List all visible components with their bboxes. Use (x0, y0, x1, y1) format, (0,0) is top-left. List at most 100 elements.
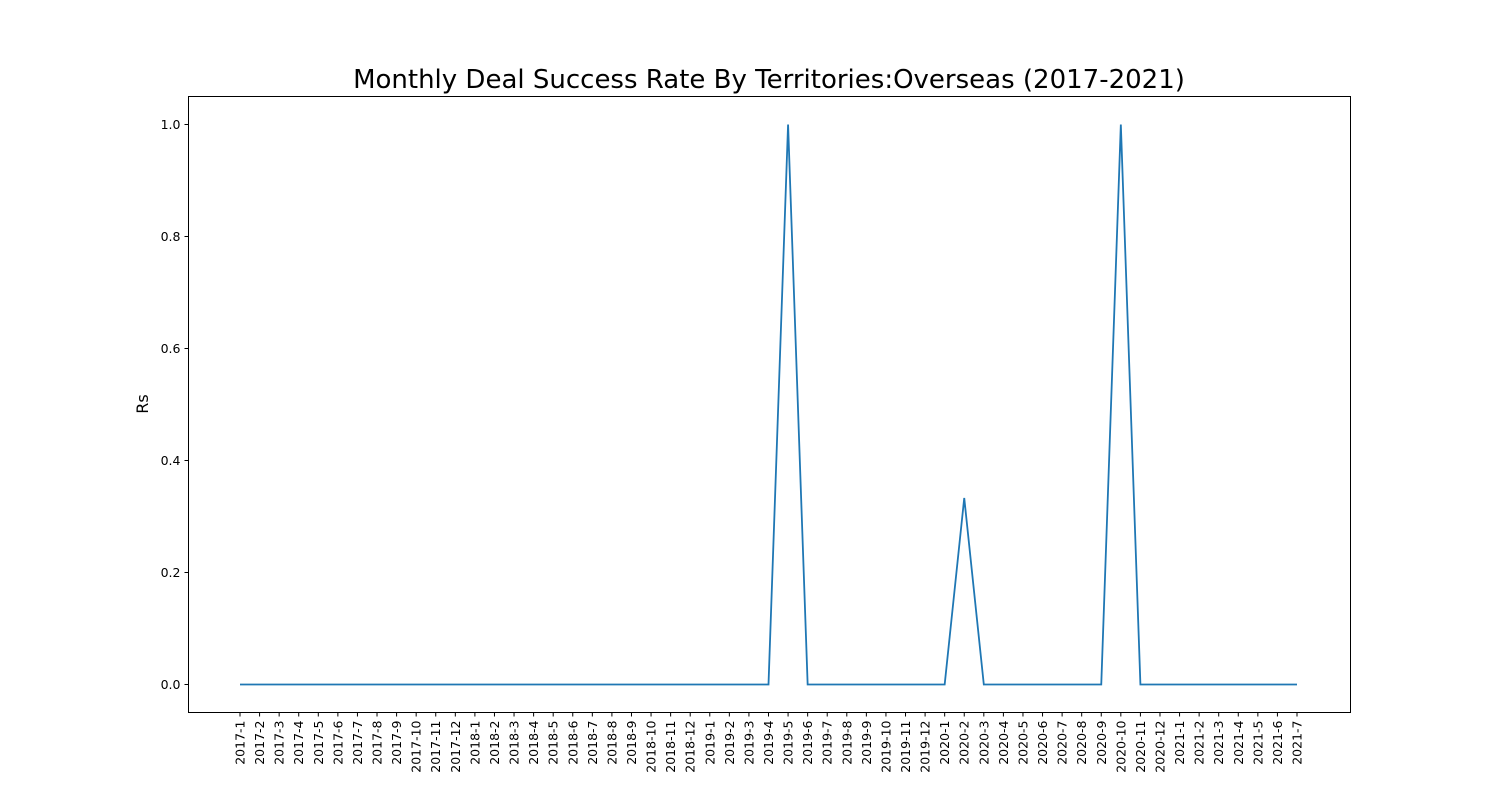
data-point (1022, 684, 1024, 686)
y-tick-label: 0.2 (161, 565, 181, 580)
x-tick-label: 2020-2 (957, 721, 972, 765)
y-tick-label: 0.4 (161, 453, 181, 468)
data-point (454, 684, 456, 686)
x-tick-label: 2017-11 (428, 721, 443, 773)
x-tick-label: 2020-9 (1094, 720, 1109, 764)
data-point (1257, 684, 1259, 686)
data-point (513, 684, 515, 686)
data-point (709, 684, 711, 686)
x-tick-label: 2018-12 (683, 721, 698, 773)
data-point (1159, 684, 1161, 686)
x-tick-label: 2018-10 (644, 720, 659, 772)
data-point (611, 684, 613, 686)
x-tick-label: 2021-2 (1192, 721, 1207, 765)
x-tick-label: 2019-8 (839, 720, 854, 764)
data-point (396, 684, 398, 686)
axis-ticks: 0.0 0.2 0.4 0.6 0.8 1.0 2017-1 2017-2 2017-3 2017… (161, 117, 1305, 773)
data-point (1218, 684, 1220, 686)
data-point (493, 684, 495, 686)
x-tick-label: 2017-6 (330, 720, 345, 764)
x-tick-label: 2019-11 (898, 721, 913, 773)
data-point (1139, 684, 1141, 686)
x-tick-label: 2017-12 (448, 721, 463, 773)
x-tick-label: 2019-1 (702, 721, 717, 765)
data-point (807, 684, 809, 686)
data-point (1179, 684, 1181, 686)
x-tick-label: 2018-7 (585, 721, 600, 765)
data-point (259, 684, 261, 686)
data-point (768, 684, 770, 686)
x-tick-label: 2020-6 (1035, 720, 1050, 764)
data-point (1296, 684, 1298, 686)
y-tick-label: 0.6 (161, 341, 181, 356)
data-point (337, 684, 339, 686)
data-point (278, 684, 280, 686)
x-tick-label: 2019-4 (761, 720, 776, 764)
y-axis-label: Rs (133, 394, 152, 413)
x-tick-label: 2019-3 (741, 721, 756, 765)
x-tick-label: 2017-2 (252, 721, 267, 765)
x-tick-label: 2020-8 (1074, 720, 1089, 764)
x-tick-label: 2019-7 (820, 721, 835, 765)
data-point (239, 684, 241, 686)
x-tick-label: 2021-6 (1270, 720, 1285, 764)
x-tick-label: 2020-4 (996, 720, 1011, 764)
x-tick-label: 2017-9 (389, 720, 404, 764)
data-point (728, 684, 730, 686)
y-tick-label: 1.0 (161, 117, 181, 132)
data-point (865, 684, 867, 686)
x-tick-label: 2018-5 (546, 721, 561, 765)
y-tick-label: 0.8 (161, 229, 181, 244)
x-tick-label: 2017-7 (350, 721, 365, 765)
x-tick-label: 2018-3 (507, 721, 522, 765)
data-point (1061, 684, 1063, 686)
data-point (924, 684, 926, 686)
data-point (787, 124, 789, 126)
x-tick-label: 2019-12 (918, 721, 933, 773)
data-point (846, 684, 848, 686)
data-point (1002, 684, 1004, 686)
x-tick-label: 2018-4 (526, 720, 541, 764)
data-point (670, 684, 672, 686)
data-point (1198, 684, 1200, 686)
x-tick-label: 2018-11 (663, 721, 678, 773)
data-point (356, 684, 358, 686)
x-tick-label: 2020-10 (1113, 720, 1128, 772)
x-tick-label: 2017-8 (370, 720, 385, 764)
x-tick-label: 2017-3 (272, 721, 287, 765)
data-point (944, 684, 946, 686)
data-point (376, 684, 378, 686)
data-point (1237, 684, 1239, 686)
x-tick-label: 2021-4 (1231, 720, 1246, 764)
data-point (630, 684, 632, 686)
x-tick-label: 2020-5 (1015, 721, 1030, 765)
data-point (983, 684, 985, 686)
x-tick-label: 2018-1 (467, 721, 482, 765)
plot-area-frame (188, 96, 1351, 713)
x-tick-label: 2017-1 (233, 721, 248, 765)
data-point (1042, 684, 1044, 686)
x-tick-label: 2018-9 (624, 720, 639, 764)
x-tick-label: 2019-2 (722, 721, 737, 765)
data-point (1120, 124, 1122, 126)
series-line (240, 124, 1297, 686)
data-point (435, 684, 437, 686)
x-tick-label: 2021-7 (1290, 721, 1305, 765)
x-tick-label: 2018-8 (604, 720, 619, 764)
x-tick-label: 2020-12 (1152, 721, 1167, 773)
data-point (533, 684, 535, 686)
x-tick-label: 2019-10 (878, 720, 893, 772)
x-tick-label: 2021-5 (1250, 721, 1265, 765)
data-point (552, 684, 554, 686)
data-point (298, 684, 300, 686)
data-point (1081, 684, 1083, 686)
x-tick-label: 2018-2 (487, 721, 502, 765)
x-tick-label: 2018-6 (565, 720, 580, 764)
data-point (317, 684, 319, 686)
data-point (650, 684, 652, 686)
data-point (963, 497, 965, 499)
chart-title: Monthly Deal Success Rate By Territories… (353, 65, 1185, 95)
x-tick-label: 2021-1 (1172, 721, 1187, 765)
data-point (748, 684, 750, 686)
data-point (826, 684, 828, 686)
